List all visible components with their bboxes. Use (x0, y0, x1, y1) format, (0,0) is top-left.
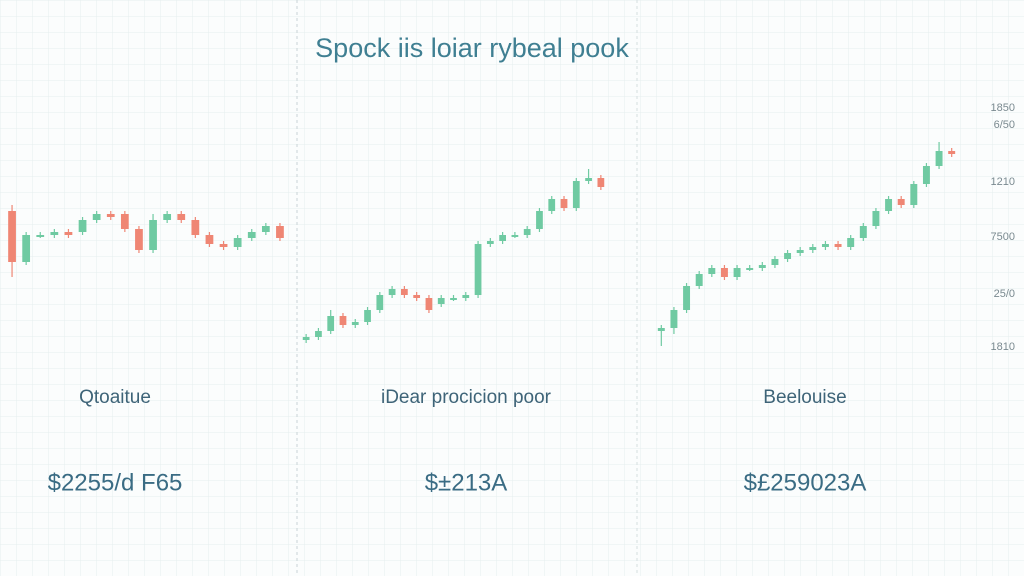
candle-body (910, 184, 918, 205)
axis-label: 7500 (991, 231, 1015, 243)
candle-body (191, 220, 200, 235)
page-title: Spock iis loiar rybeal pook (315, 33, 629, 63)
candle-body (233, 238, 242, 247)
candle-body (897, 199, 905, 205)
chart-label: Beelouise (763, 387, 846, 408)
candle-body (585, 178, 592, 181)
candle-body (859, 226, 867, 238)
candle-body (106, 214, 115, 217)
axis-label: 1850 (991, 102, 1015, 114)
candle-body (746, 268, 754, 270)
candle-body (733, 268, 741, 277)
candle-body (670, 310, 678, 328)
chart-label: Qtoaitue (79, 387, 151, 408)
candle-body (163, 214, 172, 220)
candle-body (413, 295, 421, 298)
candle-body (708, 268, 716, 274)
candle-body (597, 178, 605, 187)
candle-body (376, 295, 384, 310)
candle-body (548, 199, 556, 211)
candle-body (821, 244, 829, 247)
axis-label: 1810 (991, 341, 1015, 353)
price: $£259023A (744, 469, 867, 496)
axis-label: 6/50 (994, 119, 1015, 131)
price: $±213A (425, 469, 508, 496)
candle-body (135, 229, 143, 250)
candle-body (315, 331, 322, 337)
chart-label: iDear procicion poor (381, 387, 552, 408)
candle-body (261, 226, 270, 232)
candle-body (247, 232, 256, 238)
candle-body (657, 328, 665, 331)
candle-body (784, 253, 792, 259)
candle-body (796, 250, 804, 253)
candle-body (499, 235, 506, 241)
candle-body (536, 211, 543, 229)
candle-body (425, 298, 433, 310)
candle-body (327, 316, 335, 331)
candle-body (948, 151, 956, 154)
candle-body (523, 229, 531, 235)
charts: 1850 6/50 1210 7500 25/0 1810 Qtoaitue $2255/d … (8, 102, 1015, 496)
candle-body (560, 199, 568, 208)
candle-body (22, 235, 31, 262)
candle-body (486, 241, 494, 244)
candle-body (872, 211, 880, 226)
candle-body (834, 244, 842, 247)
candle-body (120, 214, 129, 229)
price: $2255/d F65 (48, 469, 183, 496)
candle-body (847, 238, 855, 247)
candle-body (50, 232, 59, 235)
candle-body (339, 316, 347, 325)
candle-body (219, 244, 228, 247)
candle-body (720, 268, 728, 277)
candle-body (36, 235, 45, 237)
candle-body (935, 151, 943, 166)
candle-body (683, 286, 691, 310)
candle-body (388, 289, 396, 295)
candle-body (450, 298, 457, 300)
candle-body (78, 220, 87, 232)
candle-body (922, 166, 930, 184)
candle-body (364, 310, 371, 322)
candle-body (572, 181, 580, 208)
candle-body (8, 211, 16, 262)
candle-body (205, 235, 214, 244)
candle-body (149, 220, 157, 250)
candle-body (92, 214, 101, 220)
candle-body (276, 226, 284, 238)
axis-label: 25/0 (994, 288, 1015, 300)
candle-body (64, 232, 73, 235)
candle-body (474, 244, 482, 295)
candle-body (758, 265, 766, 268)
candle-body (462, 295, 470, 298)
candle-body (809, 247, 817, 250)
candle-body (695, 274, 703, 286)
candle-body (401, 289, 408, 295)
candle-body (302, 337, 310, 340)
candle-body (885, 199, 893, 211)
candle-body (771, 259, 779, 265)
candle-body (511, 235, 519, 237)
candle-body (177, 214, 186, 220)
candle-body (437, 298, 445, 304)
candle-body (351, 322, 359, 325)
axis-label: 1210 (991, 176, 1015, 188)
